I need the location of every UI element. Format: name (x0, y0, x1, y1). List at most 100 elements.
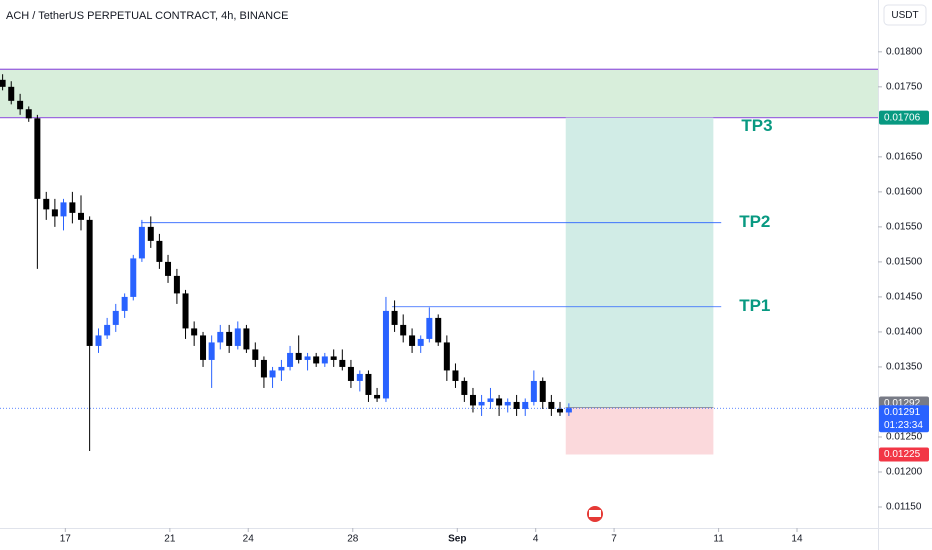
candle-body (226, 331, 233, 346)
currency-button[interactable] (883, 4, 927, 26)
y-tick-label: 0.01150 (886, 502, 922, 513)
candle-body (435, 317, 442, 343)
candle-body (43, 198, 50, 210)
y-tick-label: 0.01350 (886, 362, 923, 373)
candle-body (409, 335, 416, 346)
x-tick-label: Sep (448, 534, 466, 545)
candle-body (234, 328, 241, 346)
candle-body (191, 328, 198, 336)
candle-body (104, 324, 111, 336)
candle-body (252, 349, 259, 360)
candle-body (400, 324, 407, 336)
candle-body (530, 380, 537, 402)
candle-body (278, 366, 285, 371)
candle-body (565, 408, 572, 413)
event-icon-flag (589, 510, 601, 517)
candle-body (86, 219, 93, 346)
price-label-box (879, 405, 929, 433)
candle-body (548, 401, 555, 409)
tp-label: TP3 (741, 116, 772, 135)
y-tick-label: 0.01600 (886, 187, 923, 198)
y-tick-label: 0.01650 (886, 152, 923, 163)
x-tick-label: 24 (243, 534, 255, 545)
x-tick-label: 14 (791, 534, 803, 545)
candle-body (513, 401, 520, 409)
candle-body (60, 202, 67, 217)
candle-body (78, 212, 85, 220)
chart-title: ACH / TetherUS PERPETUAL CONTRACT, 4h, B… (6, 10, 288, 22)
candle-body (443, 342, 450, 371)
candle-body (147, 226, 154, 241)
price-label: 0.01292 (884, 398, 921, 409)
candle-body (391, 310, 398, 325)
candle-body (382, 310, 389, 399)
candle-body (330, 356, 337, 360)
candle-body (217, 331, 224, 343)
candle-body (138, 226, 145, 259)
tp-label: TP1 (739, 296, 770, 315)
x-tick-label: 4 (533, 534, 539, 545)
x-tick-label: 7 (611, 534, 617, 545)
candle-body (522, 401, 529, 409)
candle-body (365, 373, 372, 395)
y-tick-label: 0.01800 (886, 46, 923, 57)
candle-body (295, 352, 302, 360)
x-tick-label: 17 (60, 534, 72, 545)
candle-body (556, 408, 563, 413)
x-tick-label: 11 (713, 534, 724, 545)
candle-body (461, 380, 468, 395)
countdown: 01:23:34 (884, 420, 923, 431)
candle-body (34, 118, 41, 199)
y-tick-label: 0.01450 (886, 292, 923, 303)
candle-body (469, 394, 476, 406)
price-label-box (879, 110, 929, 125)
candle-body (313, 356, 320, 364)
candle-body (51, 209, 58, 217)
candle-body (121, 296, 128, 311)
candle-body (478, 401, 485, 406)
candle-body (417, 338, 424, 346)
zone (0, 69, 878, 118)
candle-body (156, 240, 163, 262)
candle-body (356, 373, 363, 381)
candle-body (287, 352, 294, 367)
loss-zone (565, 407, 714, 455)
candle-body (8, 86, 15, 101)
y-tick-label: 0.01200 (886, 467, 923, 478)
tp-label: TP2 (739, 212, 770, 231)
candle-body (426, 317, 433, 339)
candle-body (452, 370, 459, 381)
candle-body (243, 328, 250, 350)
candle-body (173, 275, 180, 294)
candle-body (269, 370, 276, 378)
candle-body (496, 398, 503, 406)
candle-body (182, 293, 189, 329)
price-label-box (879, 447, 929, 462)
candle-body (539, 380, 546, 402)
candle-body (347, 366, 354, 381)
candle-body (69, 202, 76, 213)
x-tick-label: 28 (347, 534, 359, 545)
candle-body (0, 79, 6, 87)
currency[interactable]: USDT (891, 10, 918, 21)
candle-body (504, 401, 511, 406)
candle-body (112, 310, 119, 325)
y-tick-label: 0.01250 (886, 432, 923, 443)
y-tick-label: 0.01400 (886, 327, 923, 338)
candle-body (25, 109, 32, 119)
candle-body (17, 100, 24, 110)
candle-body (95, 335, 102, 346)
candle-body (165, 261, 172, 276)
candle-body (200, 335, 207, 360)
candle-body (321, 356, 328, 364)
y-tick-label: 0.01500 (886, 257, 923, 268)
candle-body (304, 356, 311, 360)
candle-body (130, 258, 137, 297)
candle-body (208, 342, 215, 360)
candle-body (339, 359, 346, 367)
x-tick-label: 21 (164, 534, 176, 545)
candle-body (487, 398, 494, 402)
price-label: 0.01225 (884, 449, 921, 460)
candle-body (260, 359, 267, 378)
